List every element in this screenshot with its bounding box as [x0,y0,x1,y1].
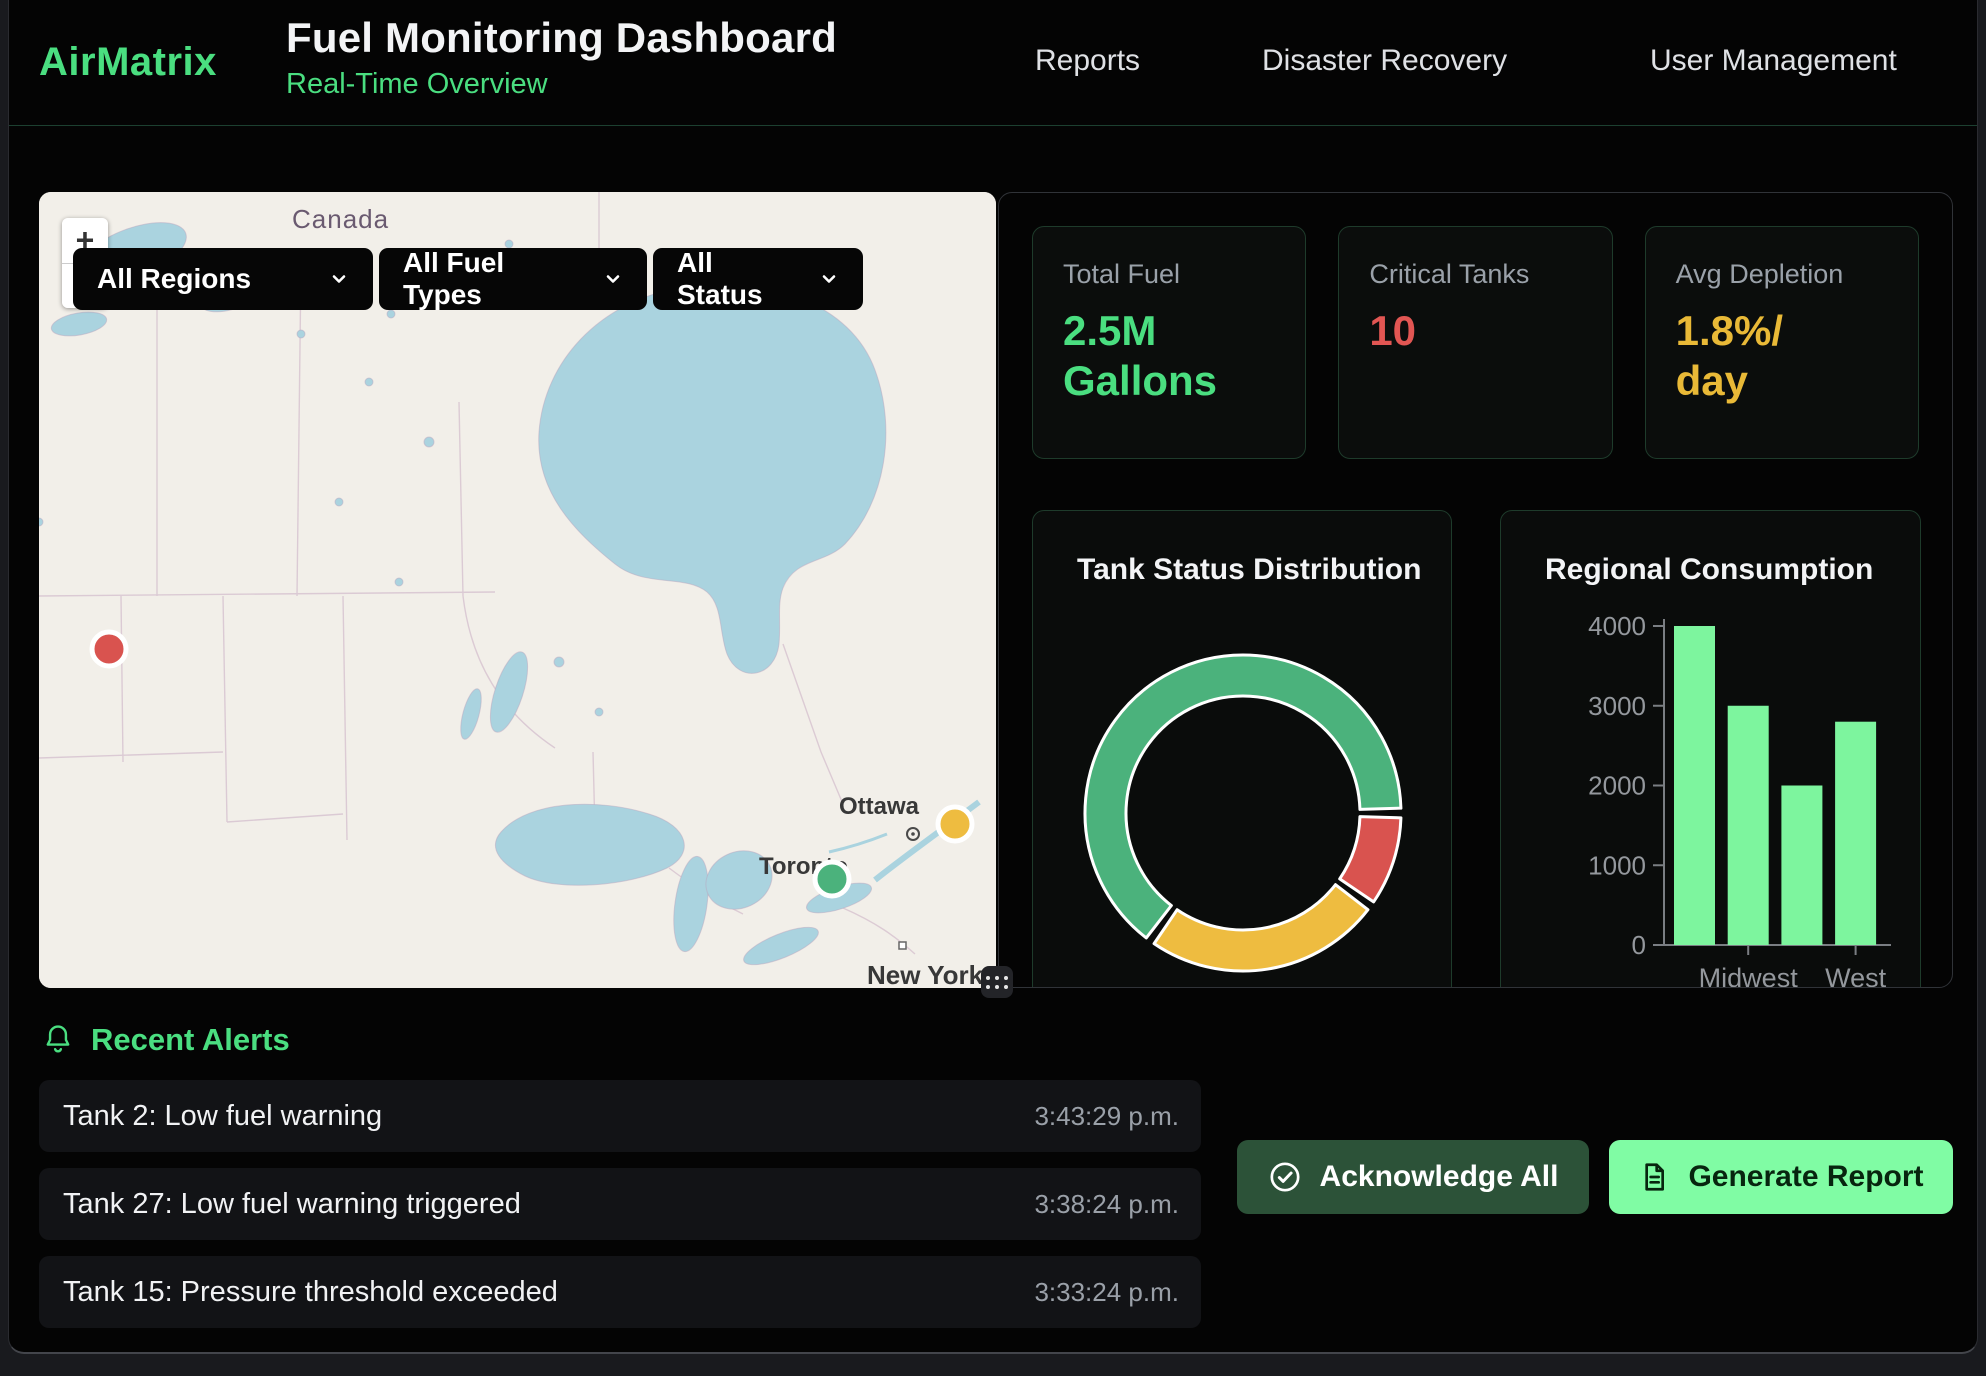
regions-dropdown[interactable]: All Regions [73,248,373,310]
status-dropdown-value: All Status [677,247,763,310]
donut-segment-critical-red[interactable] [1338,815,1403,904]
chevron-down-icon [332,275,346,283]
kpi-critical-tanks: Critical Tanks 10 [1338,226,1613,459]
nav-disaster-recovery[interactable]: Disaster Recovery [1262,44,1508,77]
alert-row[interactable]: Tank 27: Low fuel warning triggered 3:38… [39,1168,1201,1240]
kpi-label: Critical Tanks [1369,259,1530,289]
bar-region-1[interactable] [1674,626,1715,945]
generate-report-label: Generate Report [1688,1160,1924,1193]
alert-time: 3:33:24 p.m. [1034,1276,1179,1307]
chart-title: Tank Status Distribution [1077,553,1422,586]
y-tick-label: 4000 [1588,611,1646,641]
kpi-label: Total Fuel [1063,259,1181,289]
y-tick-label: 0 [1632,930,1646,960]
x-tick-label: Midwest [1699,963,1799,988]
kpi-label: Avg Depletion [1675,259,1844,289]
chart-title: Regional Consumption [1545,553,1874,586]
map-label-newyork: New York [867,960,984,988]
y-tick-label: 2000 [1588,771,1646,801]
lake-huron [705,850,773,910]
alert-text: Tank 15: Pressure threshold exceeded [63,1275,558,1308]
document-icon [1645,1163,1665,1191]
kpi-value: 10 [1369,307,1417,354]
kpi-value: 2.5M Gallons [1063,307,1218,404]
map-marker-warning[interactable] [935,804,975,844]
tank-status-chart-card: Tank Status Distribution [1032,510,1452,987]
bell-icon [46,1025,70,1053]
alert-time: 3:43:29 p.m. [1034,1100,1179,1131]
alerts-title: Recent Alerts [91,1022,290,1057]
kpi-value: 1.8%/ day [1675,307,1784,404]
lake-winnipeg [489,651,529,733]
brand-logo: AirMatrix [39,40,217,84]
dashboard-root: AirMatrix Fuel Monitoring Dashboard Real… [8,0,1978,1354]
alert-time: 3:38:24 p.m. [1034,1188,1179,1219]
y-tick-label: 3000 [1588,691,1646,721]
stats-panel: Total Fuel 2.5M Gallons Critical Tanks 1… [998,192,1953,988]
regional-consumption-bar-chart: 0 1000 2000 3000 4000 Midwest West [1588,611,1891,988]
lake-michigan [673,855,709,953]
page-subtitle: Real-Time Overview [286,68,548,100]
map-canvas: Canada Ottawa Toronto New York [39,192,996,988]
donut-segment-normal-green[interactable] [1083,653,1403,940]
x-tick-label: West [1825,963,1887,988]
bar-Midwest[interactable] [1727,705,1769,945]
regions-dropdown-value: All Regions [97,263,252,294]
donut-segment-warning-amber[interactable] [1152,883,1370,973]
map-label-ottawa: Ottawa [839,793,920,820]
acknowledge-all-button[interactable]: Acknowledge All [1237,1140,1589,1214]
map-label-canada: Canada [292,204,389,234]
map-marker-critical[interactable] [89,629,129,669]
y-tick-label: 1000 [1588,850,1646,880]
map-marker-normal[interactable] [812,859,852,899]
nav-user-management[interactable]: User Management [1650,44,1897,77]
title-block: Fuel Monitoring Dashboard Real-Time Over… [286,14,837,101]
acknowledge-all-label: Acknowledge All [1319,1160,1559,1193]
alert-text: Tank 2: Low fuel warning [63,1099,383,1132]
kpi-total-fuel: Total Fuel 2.5M Gallons [1032,226,1307,459]
map-panel[interactable]: Canada Ottawa Toronto New York + − All R… [39,192,996,988]
alerts-header: Recent Alerts [41,1022,290,1058]
generate-report-button[interactable]: Generate Report [1609,1140,1953,1214]
lake-erie [743,926,819,966]
kpi-row: Total Fuel 2.5M Gallons Critical Tanks 1… [1032,226,1919,459]
lake-superior [495,803,685,886]
chevron-down-icon [606,275,620,283]
kpi-avg-depletion: Avg Depletion 1.8%/ day [1644,226,1919,459]
map-resize-handle[interactable] [981,966,1013,998]
regional-consumption-chart-card: Regional Consumption 0 1000 2000 3000 4000 Mi… [1500,510,1921,988]
alert-row[interactable]: Tank 2: Low fuel warning 3:43:29 p.m. [39,1080,1201,1152]
map-filter-row: All Regions All Fuel Types All Status [73,247,863,310]
fuel-types-dropdown-value: All Fuel Types [403,247,505,310]
bar-region-3[interactable] [1781,785,1823,946]
charts-row: Tank Status Distribution Regional Consum… [1032,510,1921,988]
check-circle-icon [1270,1162,1300,1192]
nav-reports[interactable]: Reports [1035,44,1141,77]
page-title: Fuel Monitoring Dashboard [286,14,837,61]
fuel-types-dropdown[interactable]: All Fuel Types [379,247,647,310]
status-dropdown[interactable]: All Status [653,247,863,310]
chevron-down-icon [822,275,836,283]
alert-text: Tank 27: Low fuel warning triggered [63,1187,521,1220]
header: AirMatrix Fuel Monitoring Dashboard Real… [9,0,1977,126]
tank-status-donut-chart [1083,653,1403,973]
bar-West[interactable] [1835,721,1877,945]
alert-row[interactable]: Tank 15: Pressure threshold exceeded 3:3… [39,1256,1201,1328]
ottawa-town-icon [906,827,920,841]
